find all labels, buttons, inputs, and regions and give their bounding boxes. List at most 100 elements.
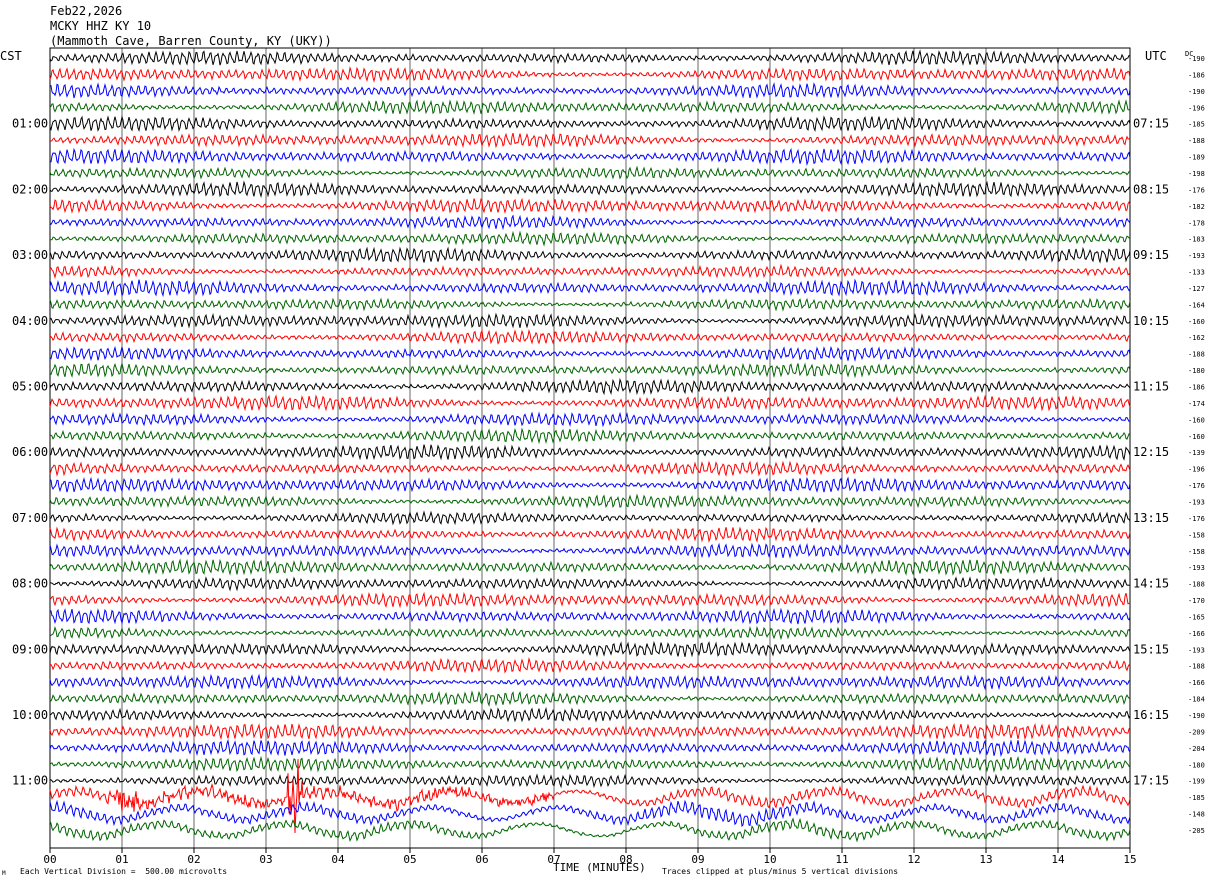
dc-offset-label: -193	[1188, 252, 1205, 260]
dc-offset-label: -180	[1188, 761, 1205, 769]
dc-offset-label: -185	[1188, 121, 1205, 129]
trace-line	[49, 165, 1131, 180]
trace-line	[50, 132, 1131, 149]
x-tick-label: 01	[115, 853, 128, 866]
dc-offset-label: -188	[1188, 351, 1205, 359]
header-date: Feb22,2026	[50, 4, 123, 18]
trace-line	[49, 99, 1131, 116]
dc-offset-label: -190	[1188, 88, 1205, 96]
trace-line	[49, 345, 1131, 362]
dc-offset-label: -189	[1188, 154, 1205, 162]
x-axis-title: TIME (MINUTES)	[553, 861, 646, 874]
dc-offset-label: -199	[1188, 778, 1205, 786]
trace-line	[49, 690, 1131, 708]
dc-offset-label: -186	[1188, 384, 1205, 392]
dc-offset-label: -133	[1188, 269, 1205, 277]
left-time-label: 08:00	[12, 577, 48, 591]
dc-offset-label: -166	[1188, 630, 1205, 638]
left-time-label: 09:00	[12, 642, 48, 656]
dc-offset-label: -160	[1188, 416, 1205, 424]
dc-offset-label: -188	[1188, 581, 1205, 589]
dc-offset-label: -170	[1188, 597, 1205, 605]
dc-offset-label: -174	[1188, 400, 1205, 408]
x-tick-label: 10	[763, 853, 776, 866]
left-time-label: 11:00	[12, 774, 48, 788]
x-tick-label: 03	[259, 853, 272, 866]
dc-offset-label: -139	[1188, 449, 1205, 457]
dc-offset-label: -127	[1188, 285, 1205, 293]
right-time-label: 11:15	[1133, 380, 1169, 394]
trace-line	[50, 427, 1131, 445]
x-tick-label: 07	[547, 853, 560, 866]
trace-line	[49, 82, 1131, 99]
trace-line	[49, 263, 1131, 280]
dc-offset-label: -188	[1188, 137, 1205, 145]
corner-mark: M	[2, 870, 6, 877]
trace-line	[49, 625, 1131, 641]
trace-line	[49, 230, 1131, 247]
trace-line	[49, 65, 1131, 83]
dc-offset-label: -166	[1188, 679, 1205, 687]
x-tick-label: 11	[835, 853, 848, 866]
x-tick-label: 12	[907, 853, 920, 866]
trace-line	[49, 738, 1131, 757]
right-time-label: 13:15	[1133, 511, 1169, 525]
right-time-label: 17:15	[1133, 774, 1169, 788]
dc-offset-label: -183	[1188, 236, 1205, 244]
x-tick-label: 14	[1051, 853, 1065, 866]
trace-line	[49, 542, 1131, 559]
seismic-traces	[49, 49, 1131, 843]
trace-line	[49, 799, 1131, 828]
trace-line	[49, 444, 1131, 461]
trace-line	[49, 197, 1131, 215]
dc-offset-label: -184	[1188, 696, 1205, 704]
left-time-label: 03:00	[12, 248, 48, 262]
dc-offset-label: -162	[1188, 334, 1205, 342]
x-tick-label: 15	[1123, 853, 1136, 866]
right-timezone: UTC	[1145, 49, 1167, 63]
clip-note: Traces clipped at plus/minus 5 vertical …	[662, 867, 899, 876]
x-tick-label: 09	[691, 853, 704, 866]
dc-offset-label: -196	[1188, 104, 1205, 112]
dc-offset-label: -209	[1188, 728, 1205, 736]
left-time-label: 07:00	[12, 511, 48, 525]
dc-offset-label: -193	[1188, 564, 1205, 572]
trace-line	[49, 576, 1130, 592]
dc-offset-label: -204	[1188, 745, 1205, 753]
dc-offset-label: -148	[1188, 811, 1205, 819]
dc-offset-label: -190	[1188, 55, 1205, 63]
right-time-label: 08:15	[1133, 182, 1169, 196]
dc-offset-label: -182	[1188, 203, 1205, 211]
left-timezone: CST	[0, 49, 22, 63]
right-time-label: 10:15	[1133, 314, 1169, 328]
left-time-label: 01:00	[12, 117, 48, 131]
dc-offset-label: -185	[1188, 794, 1205, 802]
trace-line	[49, 706, 1131, 723]
right-time-label: 15:15	[1133, 642, 1169, 656]
trace-line	[49, 759, 1131, 834]
axis-labels: 00 01 02 03 04 05 06 07 08 09 10 11 12 13 14 15 -190 -186…	[12, 55, 1205, 866]
trace-line	[49, 607, 1131, 625]
trace-line	[50, 657, 1131, 674]
trace-line	[49, 493, 1131, 509]
trace-line	[49, 526, 1131, 544]
header-location: (Mammoth Cave, Barren County, KY (UKY))	[50, 34, 332, 48]
dc-offset-label: -176	[1188, 186, 1205, 194]
dc-offset-label: -205	[1188, 827, 1205, 835]
left-time-label: 06:00	[12, 445, 48, 459]
x-tick-label: 04	[331, 853, 345, 866]
scale-note: Each Vertical Division = 500.00 microvol…	[20, 867, 228, 876]
trace-line	[49, 49, 1131, 66]
trace-line	[49, 817, 1131, 843]
dc-offset-label: -180	[1188, 367, 1205, 375]
left-time-label: 10:00	[12, 708, 48, 722]
dc-offset-label: -196	[1188, 466, 1205, 474]
left-time-label: 05:00	[12, 380, 48, 394]
x-tick-label: 13	[979, 853, 992, 866]
right-time-label: 14:15	[1133, 577, 1169, 591]
trace-line	[49, 591, 1131, 609]
trace-line	[49, 214, 1131, 231]
trace-line	[50, 147, 1131, 167]
trace-line	[49, 297, 1131, 312]
trace-line	[49, 115, 1131, 133]
